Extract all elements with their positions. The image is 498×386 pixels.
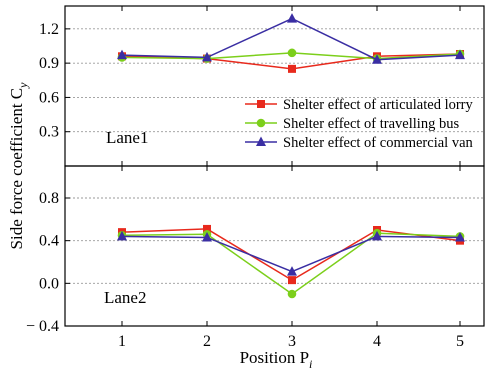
bottom-series-1-point — [203, 224, 211, 233]
legend-marker-2 — [256, 118, 266, 128]
bottom-series-3-point — [455, 231, 465, 242]
x-tick-label: 2 — [203, 333, 211, 350]
series-layer — [117, 13, 465, 299]
lane1-label: Lane1 — [106, 128, 148, 147]
bottom-y-tick-label: 0.0 — [39, 275, 59, 292]
x-axis-title: Position Pi — [240, 348, 313, 371]
legend-label-2: Shelter effect of travelling bus — [283, 116, 459, 132]
legend-label-3: Shelter effect of commercial van — [283, 135, 474, 151]
top-series-3-point — [372, 54, 382, 64]
top-y-tick-label: 1.2 — [39, 21, 59, 38]
bottom-panel-frame — [64, 165, 485, 327]
y-axis-title: Side force coefficient Cy — [7, 82, 30, 250]
top-series-3-point — [202, 51, 212, 62]
ticks-layer: 0.3 0.6 0.9 1.2 − 0.4 0.0 0.4 0.8 1 2 3 4 5 — [26, 6, 464, 350]
top-series-3-point — [455, 49, 465, 60]
top-y-tick-label: 0.6 — [39, 89, 59, 106]
top-series-2-point — [287, 48, 297, 58]
bottom-series-3-point — [202, 231, 212, 242]
top-y-tick-label: 0.3 — [39, 124, 59, 141]
grid-layer — [65, 28, 484, 327]
bottom-series-3-point — [117, 230, 127, 241]
bottom-series-1-point — [288, 276, 296, 285]
x-axis-title-subscript: i — [309, 357, 312, 371]
top-y-tick-label: 0.9 — [39, 55, 59, 72]
x-tick-label: 1 — [118, 333, 126, 350]
x-tick-label: 4 — [373, 333, 381, 350]
lane2-label: Lane2 — [104, 288, 146, 307]
x-axis-title-main: Position P — [240, 348, 309, 367]
legend-marker-1 — [257, 100, 265, 108]
bottom-y-tick-label: 0.4 — [39, 233, 59, 250]
legend: Shelter effect of articulated lorry Shelt… — [245, 97, 474, 151]
bottom-series-3-point — [372, 230, 382, 241]
y-axis-title-main: Side force coefficient C — [7, 88, 26, 250]
x-tick-label: 5 — [456, 333, 464, 350]
bottom-y-tick-label: 0.8 — [39, 190, 59, 207]
y-axis-title-subscript: y — [16, 82, 30, 89]
top-series-3-point — [117, 49, 127, 60]
bottom-y-tick-label: − 0.4 — [26, 318, 59, 335]
legend-label-1: Shelter effect of articulated lorry — [283, 97, 474, 113]
bottom-series-2-point — [287, 289, 297, 299]
top-series-1-point — [288, 64, 296, 73]
x-tick-label: 3 — [288, 333, 296, 350]
bottom-series-3-point — [287, 266, 297, 276]
top-series-3-point — [287, 13, 297, 23]
legend-marker-3 — [256, 136, 266, 146]
